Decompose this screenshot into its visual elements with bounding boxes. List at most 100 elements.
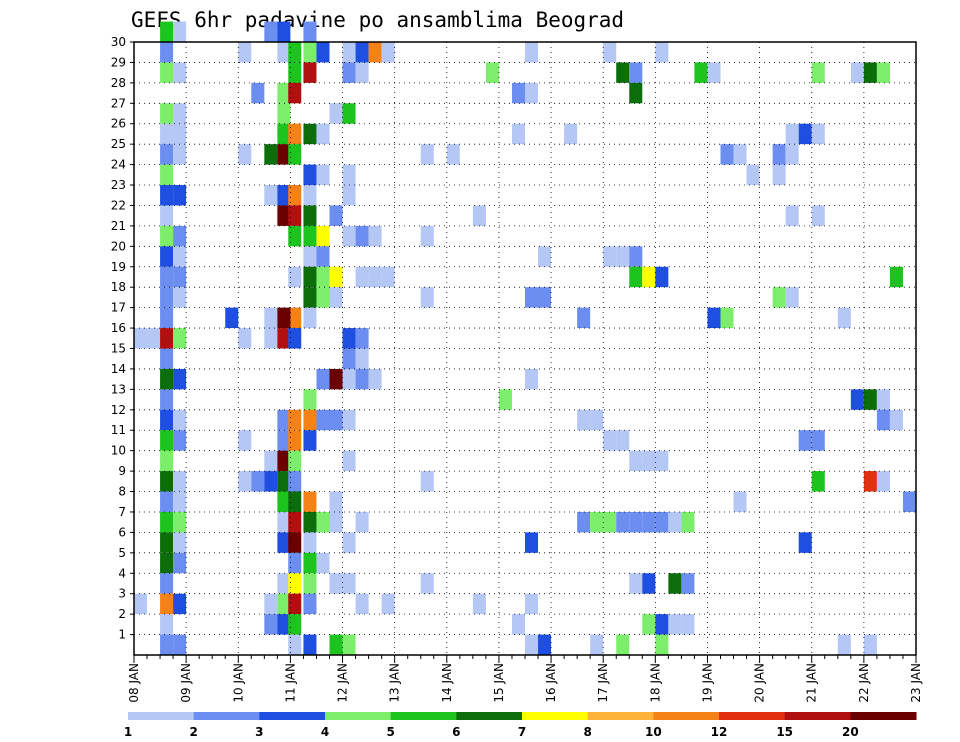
colorbar: 1 2 3 4 5 6 7 8 10 12 15 20: [124, 712, 917, 739]
heatmap-cell: [368, 266, 382, 288]
heatmap-cell: [173, 246, 187, 267]
heatmap-cell: [160, 225, 174, 247]
colorbar-swatch: [522, 712, 589, 720]
heatmap-cell: [264, 21, 278, 42]
colorbar-swatch: [784, 712, 851, 720]
heatmap-cell: [173, 552, 187, 574]
heatmap-cell: [538, 287, 552, 308]
heatmap-cell: [238, 328, 252, 349]
y-tick-label: 13: [111, 382, 126, 396]
heatmap-cell: [288, 511, 302, 533]
heatmap-cell: [173, 103, 187, 124]
heatmap-cell: [837, 307, 851, 329]
heatmap-cell: [288, 471, 302, 492]
heatmap-cell: [173, 21, 187, 42]
colorbar-label: 2: [189, 725, 197, 739]
heatmap-cell: [264, 614, 278, 635]
heatmap-cell: [342, 532, 356, 553]
heatmap-cell: [616, 430, 630, 451]
heatmap-cell: [160, 21, 174, 42]
heatmap-cell: [329, 205, 343, 226]
heatmap-cell: [902, 491, 916, 512]
heatmap-cell: [629, 266, 643, 288]
x-tick-label: 12 JAN: [336, 663, 350, 703]
heatmap-cell: [288, 144, 302, 165]
heatmap-cell: [511, 82, 525, 104]
x-tick-label: 08 JAN: [127, 663, 141, 703]
heatmap-cell: [876, 409, 890, 431]
heatmap-cell: [288, 266, 302, 288]
heatmap-cell: [173, 593, 187, 615]
heatmap-cell: [160, 409, 174, 431]
heatmap-cell: [642, 266, 656, 288]
heatmap-cell: [642, 614, 656, 635]
heatmap-cell: [160, 450, 174, 472]
heatmap-cell: [160, 511, 174, 533]
heatmap-cell: [785, 205, 799, 226]
y-tick-label: 25: [111, 137, 126, 151]
heatmap-cell: [160, 389, 174, 410]
y-tick-label: 9: [118, 464, 126, 478]
heatmap-cell: [288, 62, 302, 83]
heatmap-cell: [837, 634, 851, 655]
heatmap-cell: [577, 511, 591, 533]
heatmap-cell: [303, 62, 317, 83]
heatmap-cell: [160, 123, 174, 145]
y-tick-label: 4: [118, 566, 126, 580]
heatmap-cell: [342, 450, 356, 472]
heatmap-cell: [277, 450, 291, 472]
x-axis: 08 JAN 09 JAN 10 JAN 11 JAN 12 JAN 13 JAN 14 J…: [127, 655, 923, 703]
heatmap-cell: [160, 328, 174, 349]
heatmap-cell: [329, 409, 343, 431]
heatmap-cell: [420, 471, 434, 492]
heatmap-cell: [173, 328, 187, 349]
heatmap-cell: [316, 164, 330, 186]
heatmap-cell: [264, 471, 278, 492]
heatmap-cell: [655, 634, 669, 655]
heatmap-cell: [173, 471, 187, 492]
heatmap-cell: [160, 205, 174, 226]
y-tick-label: 16: [111, 321, 126, 335]
heatmap-cell: [642, 511, 656, 533]
y-tick-label: 30: [111, 35, 126, 49]
heatmap-cell: [329, 634, 343, 655]
colorbar-swatch: [128, 712, 195, 720]
heatmap-cell: [303, 389, 317, 410]
heatmap-cell: [316, 368, 330, 390]
heatmap-cell: [173, 266, 187, 288]
heatmap-cell: [355, 42, 369, 63]
heatmap-cell: [277, 511, 291, 533]
heatmap-cell: [288, 593, 302, 615]
heatmap-cell: [173, 511, 187, 533]
heatmap-cell: [160, 573, 174, 594]
y-tick-label: 24: [111, 158, 126, 172]
heatmap-cell: [173, 491, 187, 512]
heatmap-cell: [655, 511, 669, 533]
heatmap-cell: [381, 42, 395, 63]
heatmap-cell: [720, 307, 734, 329]
heatmap-cell: [251, 82, 265, 104]
heatmap-cell: [160, 634, 174, 655]
heatmap-cell: [277, 593, 291, 615]
heatmap-cell: [288, 552, 302, 574]
colorbar-label: 3: [255, 725, 263, 739]
y-tick-label: 26: [111, 117, 126, 131]
y-tick-label: 19: [111, 260, 126, 274]
heatmap-cell: [681, 573, 695, 594]
heatmap-cell: [160, 614, 174, 635]
heatmap-cell: [277, 328, 291, 349]
heatmap-cell: [629, 573, 643, 594]
heatmap-cell: [173, 368, 187, 390]
heatmap-cell: [303, 185, 317, 206]
heatmap-cell: [288, 205, 302, 226]
heatmap-cell: [288, 409, 302, 431]
colorbar-swatch: [390, 712, 457, 720]
heatmap-cell: [329, 368, 343, 390]
x-tick-label: 09 JAN: [179, 663, 193, 703]
heatmap-cell: [316, 123, 330, 145]
heatmap-cell: [173, 62, 187, 83]
heatmap-cell: [303, 491, 317, 512]
heatmap-cell: [355, 511, 369, 533]
colorbar-swatch: [325, 712, 392, 720]
